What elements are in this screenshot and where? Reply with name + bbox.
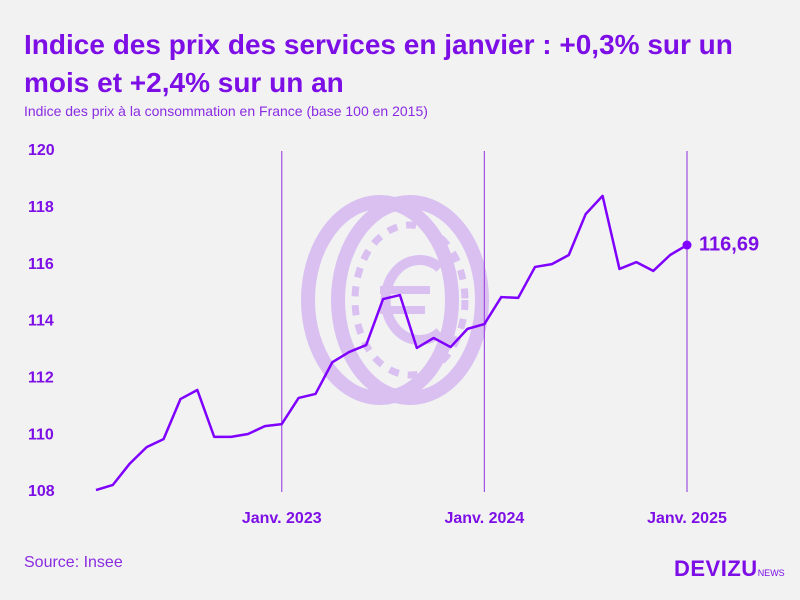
y-tick-label: 116 [28, 256, 54, 273]
x-tick-label: Janv. 2025 [647, 510, 727, 527]
logo: DEVIZUNEWS [674, 556, 785, 582]
y-tick-label: 108 [28, 483, 55, 500]
data-line [95, 194, 688, 492]
y-tick-label: 110 [28, 426, 54, 443]
x-tick-label: Janv. 2024 [444, 510, 524, 527]
x-tick-label: Janv. 2023 [242, 510, 322, 527]
chart-title: Indice des prix des services en janvier … [24, 29, 733, 98]
source: Source: Insee [24, 554, 123, 571]
logo-text: DEVIZU [674, 556, 758, 581]
chart-subtitle: Indice des prix à la consommation en Fra… [24, 103, 428, 119]
end-point [682, 240, 692, 250]
logo-suffix: NEWS [757, 568, 785, 578]
value-label: 116,69 [699, 233, 759, 255]
y-tick-label: 112 [28, 370, 54, 387]
y-tick-label: 118 [28, 199, 54, 216]
coin-illustration [301, 195, 489, 405]
y-tick-label: 120 [28, 142, 55, 159]
y-tick-label: 114 [28, 313, 54, 330]
